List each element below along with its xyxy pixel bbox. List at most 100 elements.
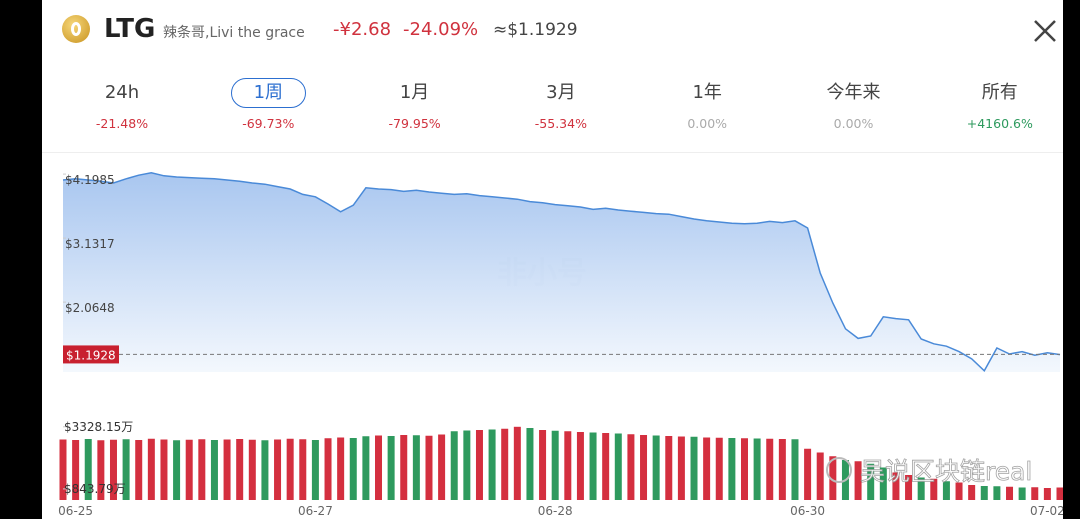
volume-bar [589,432,597,500]
divider [42,152,1063,153]
volume-bar [210,440,218,500]
volume-bar [778,439,786,500]
volume-bar [539,430,547,500]
volume-bar [917,477,925,500]
volume-bar [1018,487,1026,500]
current-price-box [63,345,119,364]
volume-bar [955,482,963,500]
volume-bar [791,439,799,500]
volume-bar [59,439,67,500]
volume-bar [854,461,862,500]
volume-bar [412,435,420,500]
volume-bar [677,436,685,500]
volume-bar [980,486,988,500]
price-line [62,172,1061,373]
current-price-label: $1.1928 [66,348,116,362]
volume-bar [501,428,509,500]
x-tick-label: 06-30 [790,504,825,518]
volume-bar [753,438,761,500]
range-tab[interactable]: 1年 0.00% [647,78,767,131]
x-tick-label: 06-28 [538,504,573,518]
volume-bar [942,481,950,500]
tab-label: 3月 [546,82,576,103]
volume-bar [286,438,294,500]
volume-bar [400,435,408,500]
volume-bar [703,437,711,500]
x-tick-label: 07-02 [1030,504,1063,518]
coin-name: 辣条哥,Livi the grace [163,25,305,41]
volume-bar [84,439,92,500]
tab-change: -69.73% [242,116,295,131]
tab-label: 24h [104,82,140,103]
volume-bar [425,435,433,500]
volume-bar [198,439,206,500]
coin-logo [62,15,90,43]
tab-change: +4160.6% [966,116,1033,131]
volume-bar [816,452,824,500]
volume-bar [1056,487,1063,500]
y-tick-label: $4.1985 [65,173,115,187]
volume-bar [236,439,244,500]
volume-bar [223,439,231,500]
volume-bar [375,435,383,500]
tab-label: 1年 [692,82,722,103]
volume-bar [652,435,660,500]
volume-bar [97,440,105,500]
volume-bar [438,434,446,500]
range-tab[interactable]: 所有 +4160.6% [940,78,1060,131]
volume-bar [640,435,648,500]
volume-bar [274,439,282,500]
range-tab[interactable]: 今年来 0.00% [794,78,914,131]
price-change-pct: -24.09% [403,19,479,40]
volume-bar [513,426,521,500]
close-button[interactable] [1032,18,1058,44]
volume-bar [311,440,319,500]
volume-bar [475,430,483,500]
volume-bar [1031,487,1039,500]
y-tick-label: $2.0648 [65,301,115,315]
tab-change: -21.48% [95,116,149,131]
volume-bar [766,438,774,500]
volume-bar [627,434,635,500]
volume-bar [879,467,887,500]
volume-bar [488,429,496,500]
watermark: 吴说区块链real [860,457,1032,486]
range-tab[interactable]: 3月 -55.34% [501,78,621,131]
tab-change: 0.00% [687,116,728,131]
tab-change: -79.95% [388,116,441,131]
volume-bar [993,486,1001,500]
volume-bar [829,456,837,500]
range-tab[interactable]: 24h -21.48% [62,78,182,131]
volume-bar [930,478,938,500]
range-tab[interactable]: 1周 -69.73% [208,78,328,131]
volume-bar [450,431,458,500]
tab-label: 所有 [981,82,1018,103]
tab-label: 1月 [399,82,430,103]
volume-bar [614,433,622,500]
chart: 非小号$4.1985$3.1317$2.0648$1.1928$3328.15万… [58,172,1063,518]
volume-bar [324,438,332,500]
volume-bar [463,430,471,500]
volume-bar [337,437,345,500]
volume-bar [109,439,117,500]
volume-bar [526,428,534,500]
volume-bar [740,438,748,500]
range-tab[interactable]: 1月 -79.95% [355,78,475,131]
tab-label: 1周 [230,78,307,108]
volume-tick-label: $843.79万 [64,482,126,496]
volume-bar [1043,488,1051,500]
volume-bar [387,436,395,500]
volume-bar [728,438,736,500]
volume-bar [715,437,723,500]
volume-bar [72,440,80,500]
app: LTG 辣条哥,Livi the grace -¥2.68 -24.09% ≈$… [42,0,1063,519]
volume-bar [349,438,357,500]
volume-bar [261,440,269,500]
y-tick-label: $3.1317 [65,237,115,251]
price: ≈$1.1929 [493,20,578,40]
volume-bar [185,439,193,500]
watermark-icon [826,457,852,483]
volume-bar [576,432,584,500]
volume-bar [905,475,913,500]
volume-bar [665,436,673,500]
